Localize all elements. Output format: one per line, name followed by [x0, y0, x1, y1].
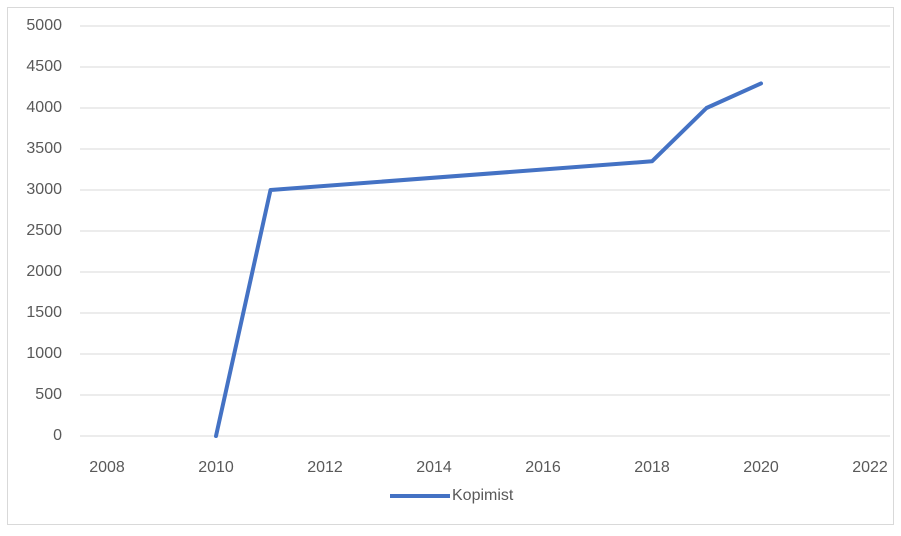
- x-tick-label: 2018: [634, 459, 670, 476]
- y-tick-label: 4500: [26, 58, 62, 75]
- chart-border: [7, 7, 894, 525]
- x-tick-label: 2016: [525, 459, 561, 476]
- y-tick-label: 500: [35, 386, 62, 403]
- y-tick-label: 2000: [26, 263, 62, 280]
- y-tick-label: 0: [53, 427, 62, 444]
- x-tick-label: 2012: [307, 459, 343, 476]
- y-tick-label: 3500: [26, 140, 62, 157]
- y-tick-label: 3000: [26, 181, 62, 198]
- y-tick-label: 1500: [26, 304, 62, 321]
- y-tick-label: 5000: [26, 17, 62, 34]
- x-tick-label: 2014: [416, 459, 452, 476]
- x-tick-label: 2010: [198, 459, 234, 476]
- y-tick-label: 1000: [26, 345, 62, 362]
- y-tick-label: 2500: [26, 222, 62, 239]
- data-line: [214, 81, 763, 438]
- x-tick-label: 2020: [743, 459, 779, 476]
- legend-label: Kopimist: [452, 487, 514, 504]
- x-tick-label: 2022: [852, 459, 888, 476]
- y-tick-label: 4000: [26, 99, 62, 116]
- x-tick-label: 2008: [89, 459, 125, 476]
